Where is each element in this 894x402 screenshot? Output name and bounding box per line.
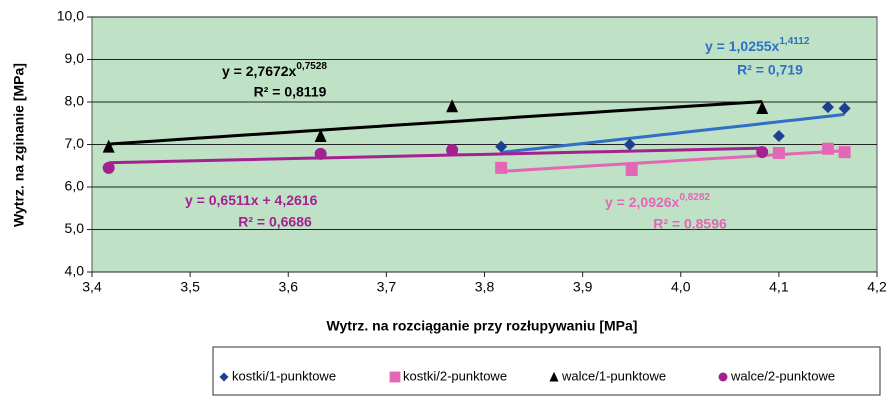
x-tick-label: 3,7 <box>377 279 397 295</box>
legend-label: kostki/1-punktowe <box>232 368 336 383</box>
y-axis-title: Wytrz. na zginanie [MPa] <box>11 63 27 227</box>
marker <box>772 130 785 142</box>
marker <box>314 129 327 142</box>
r-squared: R² = 0,8596 <box>653 216 727 232</box>
y-tick-label: 7,0 <box>65 135 85 151</box>
legend-label: kostki/2-punktowe <box>403 368 507 383</box>
marker <box>772 147 785 159</box>
x-tick-label: 3,8 <box>475 279 495 295</box>
trendline <box>501 112 845 154</box>
x-axis-title: Wytrz. na rozciąganie przy rozłupywaniu … <box>327 318 638 334</box>
marker <box>718 372 728 382</box>
x-tick-label: 4,1 <box>769 279 789 295</box>
marker <box>446 144 459 157</box>
y-tick-label: 8,0 <box>65 93 85 109</box>
marker <box>495 161 508 174</box>
marker <box>102 161 115 174</box>
y-tick-label: 5,0 <box>65 220 85 236</box>
equation-text: y = 2,0926x <box>605 194 680 210</box>
equation-exponent: 0,8282 <box>679 192 710 203</box>
y-tick-label: 10,0 <box>57 8 84 24</box>
trend-equation: y = 2,7672x0,7528 <box>222 61 327 79</box>
x-tick-label: 4,0 <box>671 279 691 295</box>
trend-equation: y = 2,0926x0,8282 <box>605 192 710 210</box>
y-tick-label: 6,0 <box>65 178 85 194</box>
x-tick-label: 3,5 <box>180 279 200 295</box>
x-tick-label: 4,2 <box>867 279 887 295</box>
r-squared: R² = 0,719 <box>737 62 803 78</box>
trend-equation: y = 0,6511x + 4,2616 <box>185 192 318 208</box>
legend <box>212 346 881 396</box>
trendline <box>108 146 763 165</box>
x-tick-label: 3,6 <box>279 279 299 295</box>
legend-label: walce/2-punktowe <box>730 368 835 383</box>
marker <box>821 101 834 114</box>
x-tick-label: 3,9 <box>573 279 593 295</box>
marker <box>495 140 508 153</box>
marker <box>838 102 851 115</box>
marker <box>549 371 559 382</box>
trendline <box>501 149 845 173</box>
marker <box>219 372 229 382</box>
marker <box>446 99 459 113</box>
equation-exponent: 1,4112 <box>779 36 809 47</box>
marker <box>756 100 769 114</box>
marker <box>389 371 401 383</box>
marker <box>625 164 638 176</box>
marker <box>102 139 115 153</box>
marker <box>838 146 851 159</box>
legend-label: walce/1-punktowe <box>561 368 666 383</box>
equation-text: y = 0,6511x + 4,2616 <box>185 192 318 208</box>
trend-equation: y = 1,0255x1,4112 <box>705 36 810 54</box>
equation-text: y = 2,7672x <box>222 63 297 79</box>
marker <box>756 146 769 159</box>
r-squared: R² = 0,6686 <box>238 214 312 230</box>
r-squared: R² = 0,8119 <box>254 84 327 100</box>
y-tick-label: 4,0 <box>65 263 85 279</box>
marker <box>623 138 636 151</box>
trendline <box>108 100 763 146</box>
x-tick-label: 3,4 <box>82 279 102 295</box>
y-tick-label: 9,0 <box>65 50 85 66</box>
equation-exponent: 0,7528 <box>296 61 327 72</box>
marker <box>821 142 834 155</box>
equation-text: y = 1,0255x <box>705 38 780 54</box>
marker <box>314 147 327 160</box>
